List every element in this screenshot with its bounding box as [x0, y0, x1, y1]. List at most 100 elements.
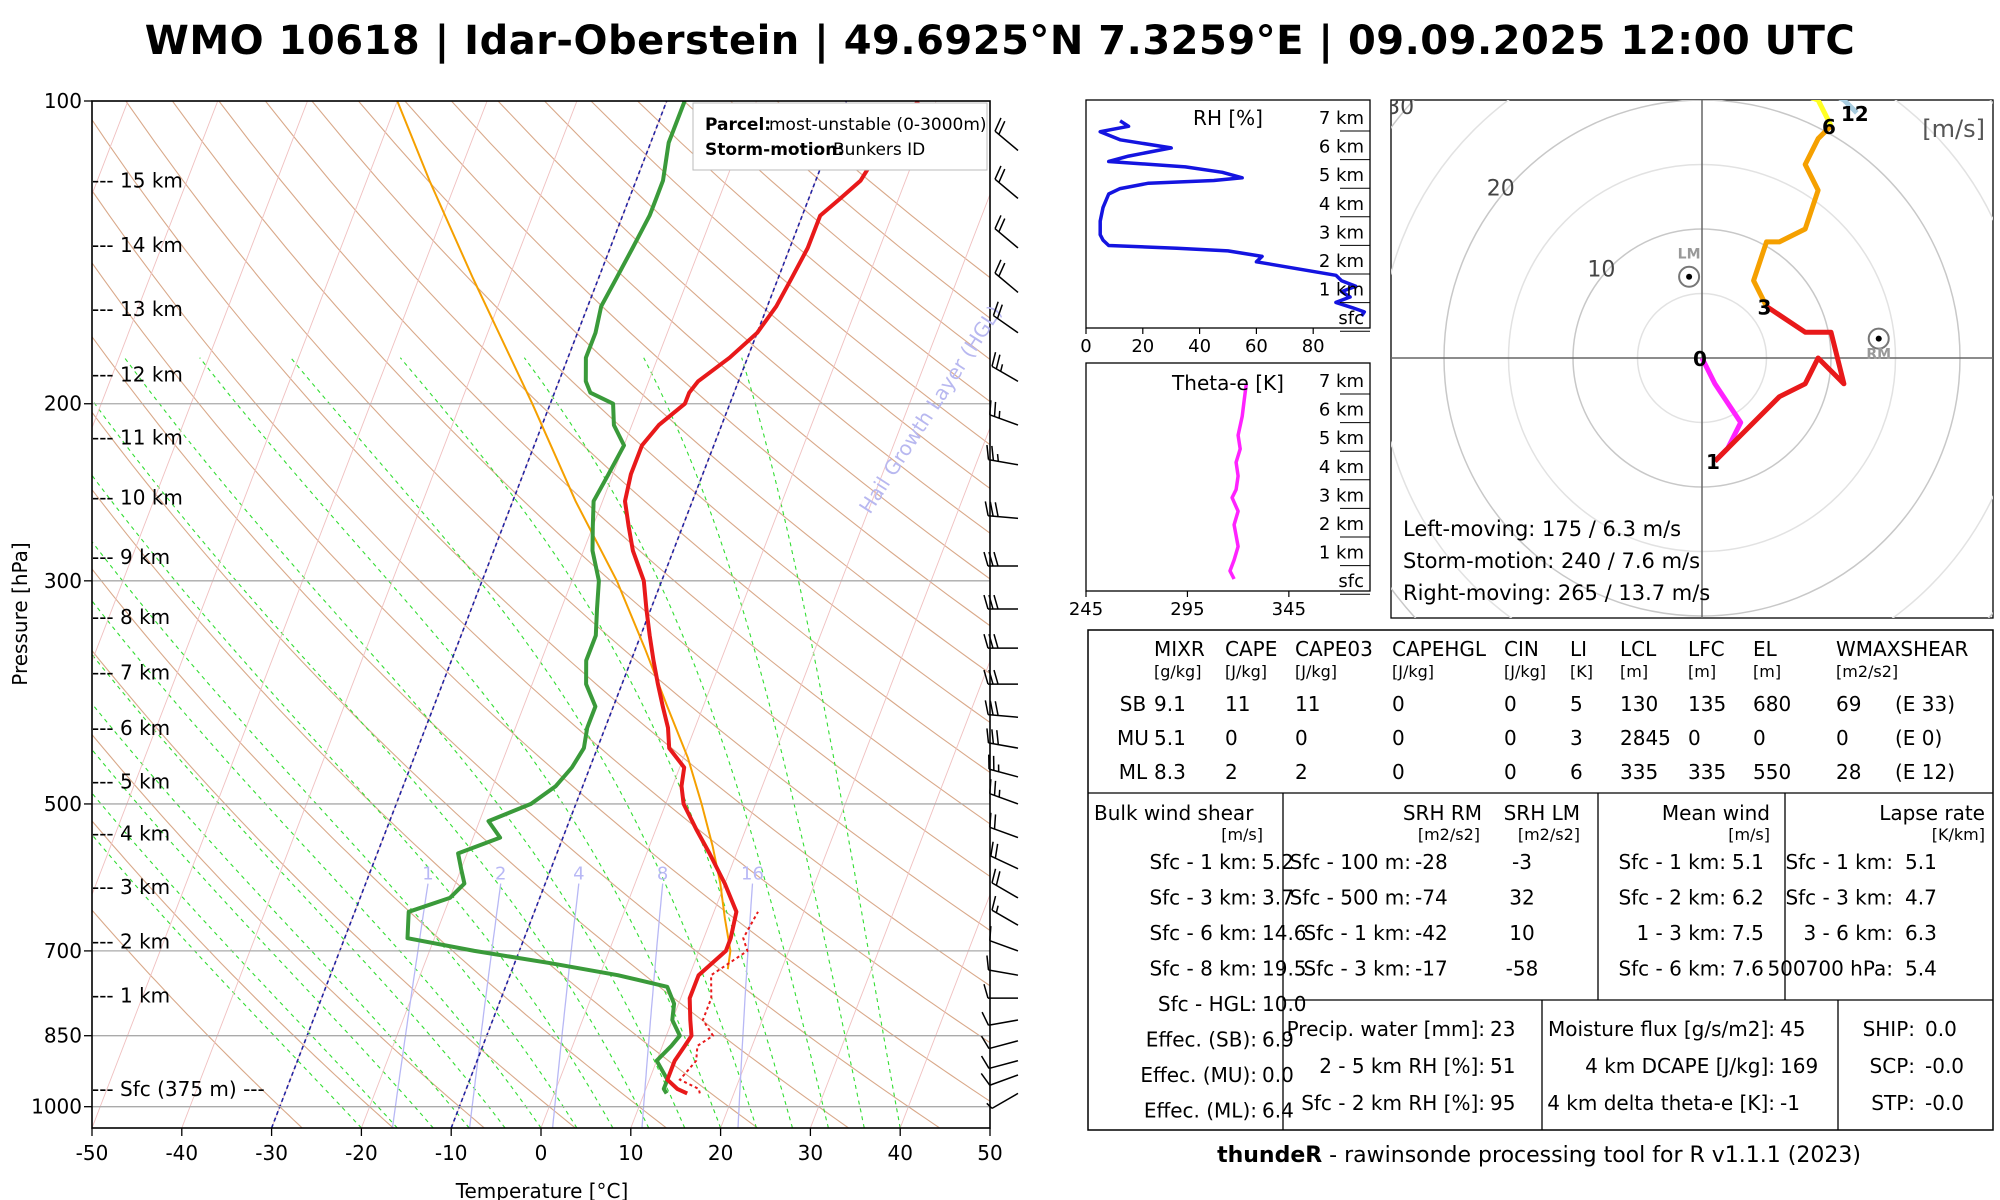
param-cell: 2845 [1620, 726, 1671, 750]
param-unit: [g/kg] [1154, 662, 1201, 681]
height-label: --- 1 km [92, 983, 170, 1007]
table-value: 10.0 [1262, 992, 1307, 1016]
wind-barb [988, 754, 1019, 778]
isotherm [630, 193, 990, 1128]
srh-rm-value: -74 [1415, 886, 1448, 910]
barb-flag [994, 259, 1002, 274]
barb-flag [993, 594, 999, 610]
wind-barbs [980, 117, 1019, 1110]
mixing-ratio-label: 16 [741, 864, 764, 885]
y-tick-label: 100 [44, 89, 82, 113]
param-header: MIXR [1154, 637, 1205, 661]
barb-flag [988, 551, 994, 567]
moist-adiabat [92, 653, 506, 1128]
height-label: --- 11 km [92, 425, 183, 449]
param-unit: [m] [1688, 662, 1716, 681]
hodograph-point-label: 6 [1822, 115, 1836, 139]
hodograph-point-label: 1 [1706, 450, 1720, 474]
storm-motion-marker-dot [1686, 273, 1693, 280]
table-section-unit: [m/s] [1221, 825, 1263, 844]
moisture-label: Precip. water [mm]: [1287, 1017, 1485, 1041]
param-cell: 680 [1753, 692, 1791, 716]
table-value: 7.5 [1732, 921, 1764, 945]
hodograph-ring-label: 40 [1286, 14, 1314, 39]
param-cell: 9.1 [1154, 692, 1186, 716]
x-tick-label: -20 [345, 1141, 378, 1165]
hodograph-segment [1713, 304, 1847, 463]
hodograph-segment [1838, 100, 1859, 115]
hodograph-segment [1751, 124, 1833, 308]
dry-adiabat [92, 189, 990, 1044]
hgl-label: Hail Growth Layer (HGL) [854, 301, 1006, 518]
param-unit: [J/kg] [1225, 662, 1267, 681]
x-tick-label: 10 [618, 1141, 643, 1165]
skewt-background-lines: 1 2 4 8 16 [92, 101, 990, 1128]
dry-adiabat [125, 101, 990, 932]
isotherm [92, 101, 219, 430]
srh-label: Sfc - 3 km: [1303, 957, 1411, 981]
barb-flag [992, 301, 999, 316]
wind-barb [986, 445, 1019, 466]
param-unit: [J/kg] [1295, 662, 1337, 681]
chart-title: WMO 10618 | Idar-Oberstein | 49.6925°N 7… [144, 18, 1856, 64]
barb-flag [984, 700, 989, 715]
dry-adiabat [218, 101, 990, 825]
srh-label: Sfc - 1 km: [1303, 921, 1411, 945]
barb-flag [983, 983, 989, 999]
barb-flag [983, 669, 989, 685]
barb-flag [994, 215, 1002, 229]
barb-half-flag [998, 410, 1001, 419]
param-header: CAPEHGL [1392, 637, 1487, 661]
wind-barb [994, 165, 1019, 200]
wind-barb [983, 633, 1018, 649]
flux-label: Moisture flux [g/s/m2]: [1548, 1017, 1775, 1041]
param-header: WMAXSHEAR [1836, 637, 1968, 661]
profile-height-label: 1 km [1319, 280, 1364, 301]
table-value: 4.7 [1905, 886, 1937, 910]
barb-flag [981, 1011, 990, 1026]
y-tick-label: 1000 [31, 1095, 82, 1119]
hodograph-unit: [m/s] [1922, 115, 1985, 143]
dry-adiabat [92, 261, 990, 1102]
param-cell: 335 [1620, 760, 1658, 784]
hodograph-legend-entry: Storm-motion: 240 / 7.6 m/s [1403, 549, 1700, 573]
isotherm [360, 101, 757, 1128]
profile-height-label: 5 km [1319, 428, 1364, 449]
barb-flag [984, 501, 989, 516]
param-cell: (E 0) [1895, 726, 1942, 750]
dry-adiabat [404, 101, 990, 627]
param-cell: 11 [1225, 692, 1250, 716]
height-label: --- 13 km [92, 297, 183, 321]
y-tick-label: 300 [44, 569, 82, 593]
skewt-axes: -50 -40 -30 -20 -10 0 10 20 30 40 50 100 200 300 500 70… [31, 89, 1003, 1165]
table-value: 14.6 [1262, 921, 1307, 945]
table-value: 5.1 [1732, 850, 1764, 874]
flux-value: -1 [1780, 1091, 1800, 1115]
param-cell: (E 33) [1895, 692, 1955, 716]
barb-flag [994, 502, 999, 517]
srh-lm-unit: [m2/s2] [1518, 825, 1580, 844]
barb-half-flag [998, 789, 1001, 798]
storm-motion-label: LM [1678, 247, 1701, 263]
skewt-data-lines [396, 101, 920, 1096]
dry-adiabat [311, 101, 990, 724]
srh-rm-title: SRH RM [1403, 801, 1482, 825]
profile-height-label: 1 km [1319, 543, 1364, 564]
barb-flag [990, 841, 994, 857]
moisture-label: 2 - 5 km RH [%]: [1319, 1054, 1485, 1078]
barb-flag [988, 594, 994, 610]
hodograph-legend-entry: Right-moving: 265 / 13.7 m/s [1403, 581, 1710, 605]
moist-adiabat [199, 357, 722, 1128]
flux-label: 4 km DCAPE [J/kg]: [1585, 1054, 1775, 1078]
param-cell: 2 [1225, 760, 1238, 784]
table-label: Sfc - 1 km: [1149, 850, 1257, 874]
x-tick-label: 20 [708, 1141, 733, 1165]
barb-staff [989, 939, 1019, 952]
hodograph-ring-label: 30 [1386, 95, 1414, 120]
param-cell: 135 [1688, 692, 1726, 716]
param-cell: 0 [1836, 726, 1849, 750]
wind-barb [989, 779, 1019, 805]
table-value: 7.6 [1732, 957, 1764, 981]
x-tick-label: 0 [535, 1141, 548, 1165]
